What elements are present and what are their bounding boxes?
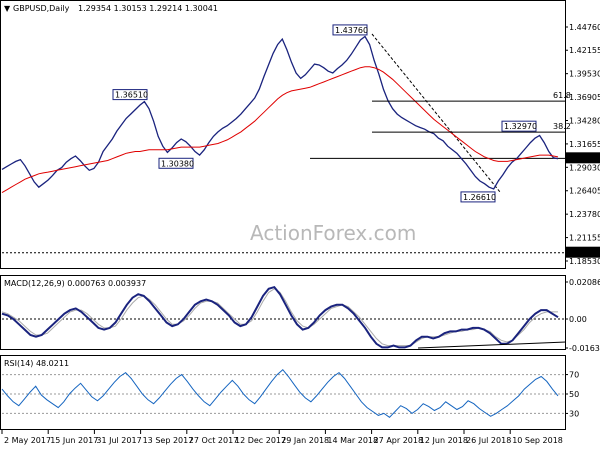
price-y-tick-label: 1.31655 <box>569 140 600 149</box>
fibonacci-levels: 61.8 38.2 <box>372 91 571 133</box>
x-tick-label: 27 Oct 2017 <box>189 436 238 445</box>
price-hline-label: 1.19460 <box>568 249 600 258</box>
macd-title: MACD(12,26,9) 0.000763 0.003937 <box>4 279 146 288</box>
rsi-title: RSI(14) 48.0211 <box>4 359 69 368</box>
macd-y-tick-label: 0.020861 <box>569 278 600 287</box>
macd-y-tick-label: -0.016357 <box>569 344 600 353</box>
watermark: ActionForex.com <box>250 221 416 245</box>
price-annotation-label: 1.36510 <box>115 91 148 100</box>
x-tick-label: 29 Jan 2018 <box>281 436 329 445</box>
price-annotation-box <box>501 120 537 132</box>
x-tick-label: 26 Jul 2018 <box>466 436 511 445</box>
price-annotation-label: 1.32970 <box>504 122 537 131</box>
price-y-tick-label: 1.34280 <box>569 116 600 125</box>
price-y-tick-label: 1.18530 <box>569 257 600 266</box>
fib-level-label: 61.8 <box>553 91 571 100</box>
price-y-tick-label: 1.26405 <box>569 187 600 196</box>
x-tick-label: 14 Mar 2018 <box>327 436 378 445</box>
rsi-y-axis: 70 50 30 <box>2 371 579 418</box>
price-trendline <box>371 33 501 193</box>
x-tick-label: 10 Sep 2018 <box>512 436 563 445</box>
price-hline-label-box <box>566 152 600 164</box>
x-tick-label: 12 Jun 2018 <box>420 436 468 445</box>
price-y-tick-label: 1.39530 <box>569 70 600 79</box>
price-annotation-box <box>158 157 194 169</box>
macd-line <box>1 285 559 349</box>
macd-series <box>1 285 559 349</box>
chart-title-arrow: ▼ <box>4 4 11 13</box>
fib-level-label: 38.2 <box>553 122 571 131</box>
macd-support-line <box>417 341 567 349</box>
price-annotation-box <box>460 191 496 203</box>
downtrend-dashed-line <box>371 33 501 193</box>
price-y-tick-label: 1.21155 <box>569 234 600 243</box>
rsi-y-tick-label: 50 <box>569 390 579 399</box>
rsi-panel-frame <box>0 355 566 430</box>
macd-y-tick-label: 0.00 <box>569 315 587 324</box>
price-annotation-label: 1.26610 <box>463 193 496 202</box>
x-tick-label: 13 Sep 2017 <box>143 436 194 445</box>
price-annotation-label: 1.30380 <box>161 159 194 168</box>
price-annotation-box <box>332 24 368 36</box>
price-y-tick-label: 1.23780 <box>569 210 600 219</box>
price-y-tick-label: 1.36905 <box>569 93 600 102</box>
price-annotation-box <box>112 89 148 101</box>
rsi-y-tick-label: 30 <box>569 409 579 418</box>
x-tick-label: 27 Apr 2018 <box>374 436 423 445</box>
rsi-line <box>1 368 559 418</box>
price-y-axis: 1.44760 1.42155 1.39530 1.36905 1.34280 1.316… <box>565 23 600 266</box>
chart-ohlc: 1.29354 1.30153 1.29214 1.30041 <box>78 4 218 13</box>
moving-average-line <box>1 66 559 194</box>
price-hline-label: 1.30041 <box>568 154 600 163</box>
price-line <box>1 35 559 190</box>
price-series <box>1 35 559 194</box>
macd-panel-frame <box>0 275 566 350</box>
x-tick-label: 12 Dec 2017 <box>235 436 286 445</box>
rsi-series <box>1 368 559 418</box>
price-panel-frame <box>0 0 566 269</box>
price-annotation-label: 1.43760 <box>335 26 368 35</box>
macd-y-axis: 0.020861 0.00 -0.016357 <box>2 278 600 353</box>
chart-title: GBPUSD,Daily <box>13 4 70 13</box>
x-tick-label: 31 Jul 2017 <box>96 436 141 445</box>
price-annotations: 1.43760 1.36510 1.30380 1.32970 1.26610 <box>112 24 537 203</box>
x-tick-label: 2 May 2017 <box>4 436 51 445</box>
x-tick-label: 15 Jun 2017 <box>50 436 98 445</box>
price-hline-label-box <box>566 246 600 258</box>
price-y-tick-label: 1.42155 <box>569 46 600 55</box>
price-y-tick-label: 1.29030 <box>569 163 600 172</box>
rsi-y-tick-label: 70 <box>569 371 579 380</box>
price-y-tick-label: 1.44760 <box>569 23 600 32</box>
